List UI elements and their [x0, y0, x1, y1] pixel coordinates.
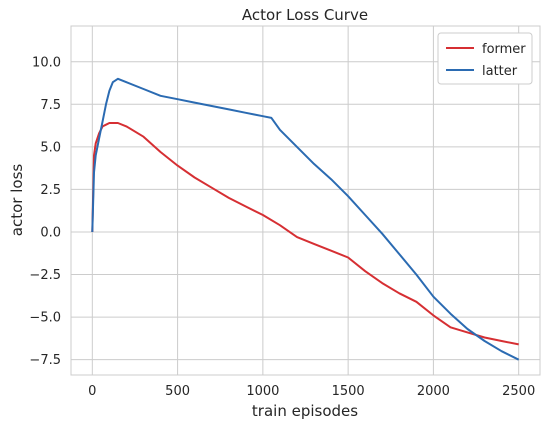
y-tick-label: −7.5	[29, 353, 61, 368]
x-tick-label: 1500	[332, 384, 365, 399]
chart-title: Actor Loss Curve	[242, 6, 368, 24]
series-group	[91, 77, 520, 361]
y-tick-label: 5.0	[40, 140, 61, 155]
y-tick-label: 7.5	[40, 98, 61, 113]
x-tick-label: 1000	[246, 384, 279, 399]
legend-label-former: former	[482, 42, 526, 57]
y-tick-label: 10.0	[32, 55, 61, 70]
x-axis-label: train episodes	[252, 402, 358, 420]
x-tick-label: 500	[165, 384, 190, 399]
legend: former latter	[437, 32, 533, 85]
series-line-latter	[91, 77, 520, 361]
x-tick-label: 0	[88, 384, 96, 399]
series-line-former	[91, 122, 519, 346]
y-tick-label: −2.5	[29, 268, 61, 283]
legend-box	[437, 32, 533, 85]
y-tick-label: 2.5	[40, 183, 61, 198]
x-tick-label: 2000	[417, 384, 450, 399]
x-tick-label: 2500	[502, 384, 535, 399]
grid	[71, 26, 540, 375]
y-tick-label: −5.0	[29, 311, 61, 326]
y-tick-label: 0.0	[40, 225, 61, 240]
legend-label-latter: latter	[482, 64, 518, 79]
tick-labels: 0 500 1000 1500 2000 2500 −7.5 −5.0 −2.5 0.0 2.5 5.…	[29, 55, 535, 399]
y-axis-label: actor loss	[8, 164, 26, 237]
